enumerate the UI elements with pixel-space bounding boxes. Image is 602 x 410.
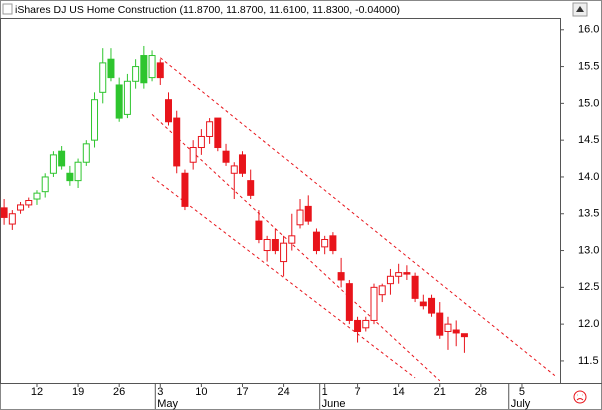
y-tick-label: 12.0 [578, 318, 599, 330]
candle-body [238, 154, 246, 174]
candle-body [206, 121, 214, 137]
candle-body [17, 204, 25, 211]
y-tick-label: 13.0 [578, 244, 599, 256]
candle-body [222, 150, 230, 163]
y-tick-label: 14.5 [578, 134, 599, 146]
candle-body [214, 117, 222, 149]
candle-body [58, 150, 66, 167]
candle-body [436, 312, 444, 336]
candle-body [444, 323, 452, 332]
candle-body [148, 55, 156, 79]
x-tick-label: 26 [113, 386, 125, 398]
trend-line [151, 176, 416, 379]
candle-body [395, 272, 403, 277]
y-tick-label: 12.5 [578, 281, 599, 293]
candle-body [345, 283, 353, 321]
title-icon [2, 3, 13, 15]
candle-body [41, 176, 49, 193]
y-tick-label: 14.0 [578, 171, 599, 183]
candle-body [354, 319, 362, 332]
x-tick-label: 17 [236, 386, 248, 398]
y-tick-label: 11.5 [578, 355, 599, 367]
candle-body [25, 200, 33, 206]
candle-body [411, 275, 419, 299]
x-tick-label: 14 [393, 386, 405, 398]
candle-body [82, 143, 90, 163]
candle-body [403, 272, 411, 275]
status-face [576, 394, 584, 401]
candle-body [156, 62, 164, 79]
candle-body [91, 99, 99, 141]
x-tick-label: 19 [72, 386, 84, 398]
candle-body [271, 239, 279, 252]
y-tick-label: 15.0 [578, 97, 599, 109]
candle-body [140, 55, 148, 84]
candle-body [107, 58, 115, 79]
candle-body [49, 154, 57, 174]
x-tick-label: 5 [519, 386, 525, 398]
candle-body [132, 66, 140, 82]
candle-body [452, 329, 460, 334]
month-label: June [322, 398, 346, 410]
candle-body [280, 242, 288, 263]
candle-body [460, 333, 468, 338]
y-tick-label: 13.5 [578, 208, 599, 220]
candle-body [329, 235, 337, 252]
candle-body [255, 220, 263, 241]
status-icon [573, 390, 587, 404]
candle-body [181, 172, 189, 207]
candle-body [321, 239, 329, 248]
candle-body [296, 209, 304, 226]
candle-body [0, 207, 8, 218]
candle-body [378, 285, 386, 296]
month-label: July [511, 398, 531, 410]
x-tick-label: 3 [157, 386, 163, 398]
month-label: May [157, 398, 178, 410]
candle-body [362, 319, 370, 329]
scroll-arrow [576, 6, 584, 12]
candle-body [189, 147, 197, 163]
candle-body [8, 213, 16, 225]
candle-body [263, 239, 271, 252]
x-tick-label: 7 [354, 386, 360, 398]
candle-body [247, 180, 255, 196]
candle-body [33, 192, 41, 200]
candle-body [337, 272, 345, 281]
y-tick-label: 15.5 [578, 60, 599, 72]
candle-body [230, 165, 238, 174]
trend-line [151, 114, 441, 382]
candle-body [288, 235, 296, 244]
x-tick-label: 28 [475, 386, 487, 398]
candle-body [123, 80, 131, 115]
chart-title: iShares DJ US Home Construction (11.8700… [15, 4, 400, 16]
candle-body [66, 172, 74, 182]
x-tick-label: 21 [434, 386, 446, 398]
candle-body [304, 205, 312, 222]
candle-body [370, 286, 378, 321]
x-tick-label: 24 [277, 386, 289, 398]
candle-body [74, 161, 82, 182]
candle-body [115, 84, 123, 119]
candle-body [197, 135, 205, 149]
candle-body [419, 301, 427, 307]
candle-body [99, 62, 107, 93]
trend-line [159, 57, 556, 377]
x-tick-label: 1 [322, 386, 328, 398]
candle-body [173, 117, 181, 167]
x-tick-label: 12 [31, 386, 43, 398]
candle-body [386, 275, 394, 285]
x-tick-label: 10 [195, 386, 207, 398]
candle-body [428, 297, 436, 314]
candle-body [312, 231, 320, 252]
candle-body [165, 99, 172, 123]
y-tick-label: 16.0 [578, 24, 599, 36]
